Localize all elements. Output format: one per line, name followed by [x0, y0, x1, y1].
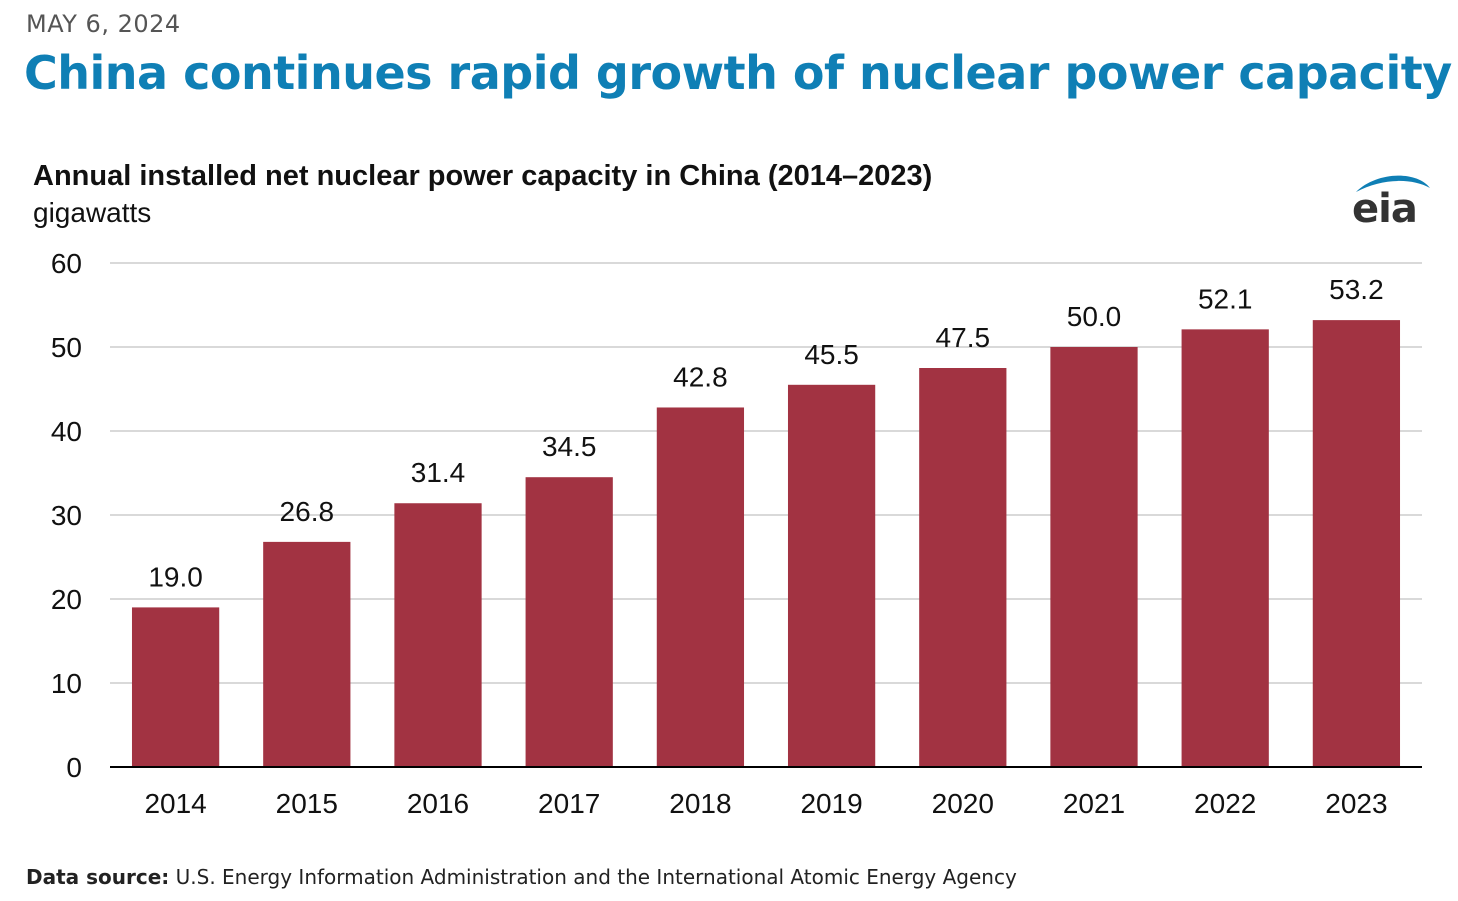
eia-logo-text: eia — [1352, 186, 1418, 232]
publish-date: MAY 6, 2024 — [26, 10, 181, 38]
x-tick-label-2020: 2020 — [932, 788, 994, 819]
chart-title: Annual installed net nuclear power capac… — [33, 160, 933, 192]
bars — [131, 320, 1401, 767]
bar-2023 — [1312, 320, 1401, 767]
x-tick-label-2014: 2014 — [144, 788, 206, 819]
data-label-2023: 53.2 — [1329, 274, 1384, 305]
y-tick-label: 40 — [51, 416, 82, 447]
x-tick-label-2021: 2021 — [1063, 788, 1125, 819]
data-label-2014: 19.0 — [148, 561, 203, 592]
bar-2018 — [656, 407, 745, 767]
y-axis-ticks: 0 10 20 30 40 50 60 — [51, 248, 82, 783]
bar-2019 — [787, 384, 876, 767]
data-label-2017: 34.5 — [542, 431, 597, 462]
bar-2022 — [1181, 329, 1269, 767]
x-tick-label-2023: 2023 — [1325, 788, 1387, 819]
y-tick-label: 30 — [51, 500, 82, 531]
y-tick-label: 50 — [51, 332, 82, 363]
bar-2017 — [525, 477, 613, 767]
bar-2016 — [394, 503, 482, 767]
y-tick-label: 10 — [51, 668, 82, 699]
data-label-2020: 47.5 — [936, 322, 991, 353]
bar-2014 — [131, 607, 220, 767]
eia-logo: eia — [1346, 170, 1436, 232]
eia-logo-swoosh-icon — [1356, 175, 1430, 192]
y-tick-label: 20 — [51, 584, 82, 615]
data-label-2022: 52.1 — [1198, 283, 1253, 314]
x-tick-label-2015: 2015 — [276, 788, 338, 819]
data-source-label: Data source: — [26, 865, 170, 889]
x-tick-label-2022: 2022 — [1194, 788, 1256, 819]
data-labels: 19.0 26.8 31.4 34.5 42.8 45.5 47.5 50.0 52.1 53.2 — [148, 274, 1383, 592]
data-source: Data source: U.S. Energy Information Adm… — [26, 865, 1017, 889]
x-tick-label-2019: 2019 — [800, 788, 862, 819]
bar-2015 — [263, 541, 351, 767]
data-source-text: U.S. Energy Information Administration a… — [175, 865, 1017, 889]
data-label-2021: 50.0 — [1067, 301, 1122, 332]
data-label-2016: 31.4 — [411, 457, 466, 488]
bar-chart: 0 10 20 30 40 50 60 19.0 26.8 31.4 34.5 42.8 45.5 47… — [51, 248, 1422, 819]
page-headline: China continues rapid growth of nuclear … — [24, 46, 1452, 100]
chart-unit-label: gigawatts — [33, 197, 152, 228]
bar-2020 — [919, 368, 1007, 767]
data-label-2019: 45.5 — [804, 339, 859, 370]
x-tick-label-2016: 2016 — [407, 788, 469, 819]
bar-2021 — [1050, 347, 1138, 767]
x-axis-ticks: 2014 2015 2016 2017 2018 2019 2020 2021 2022 2023 — [144, 788, 1387, 819]
data-label-2015: 26.8 — [280, 496, 335, 527]
y-tick-label: 60 — [51, 248, 82, 279]
x-tick-label-2017: 2017 — [538, 788, 600, 819]
y-tick-label: 0 — [66, 752, 82, 783]
data-label-2018: 42.8 — [673, 361, 728, 392]
x-tick-label-2018: 2018 — [669, 788, 731, 819]
